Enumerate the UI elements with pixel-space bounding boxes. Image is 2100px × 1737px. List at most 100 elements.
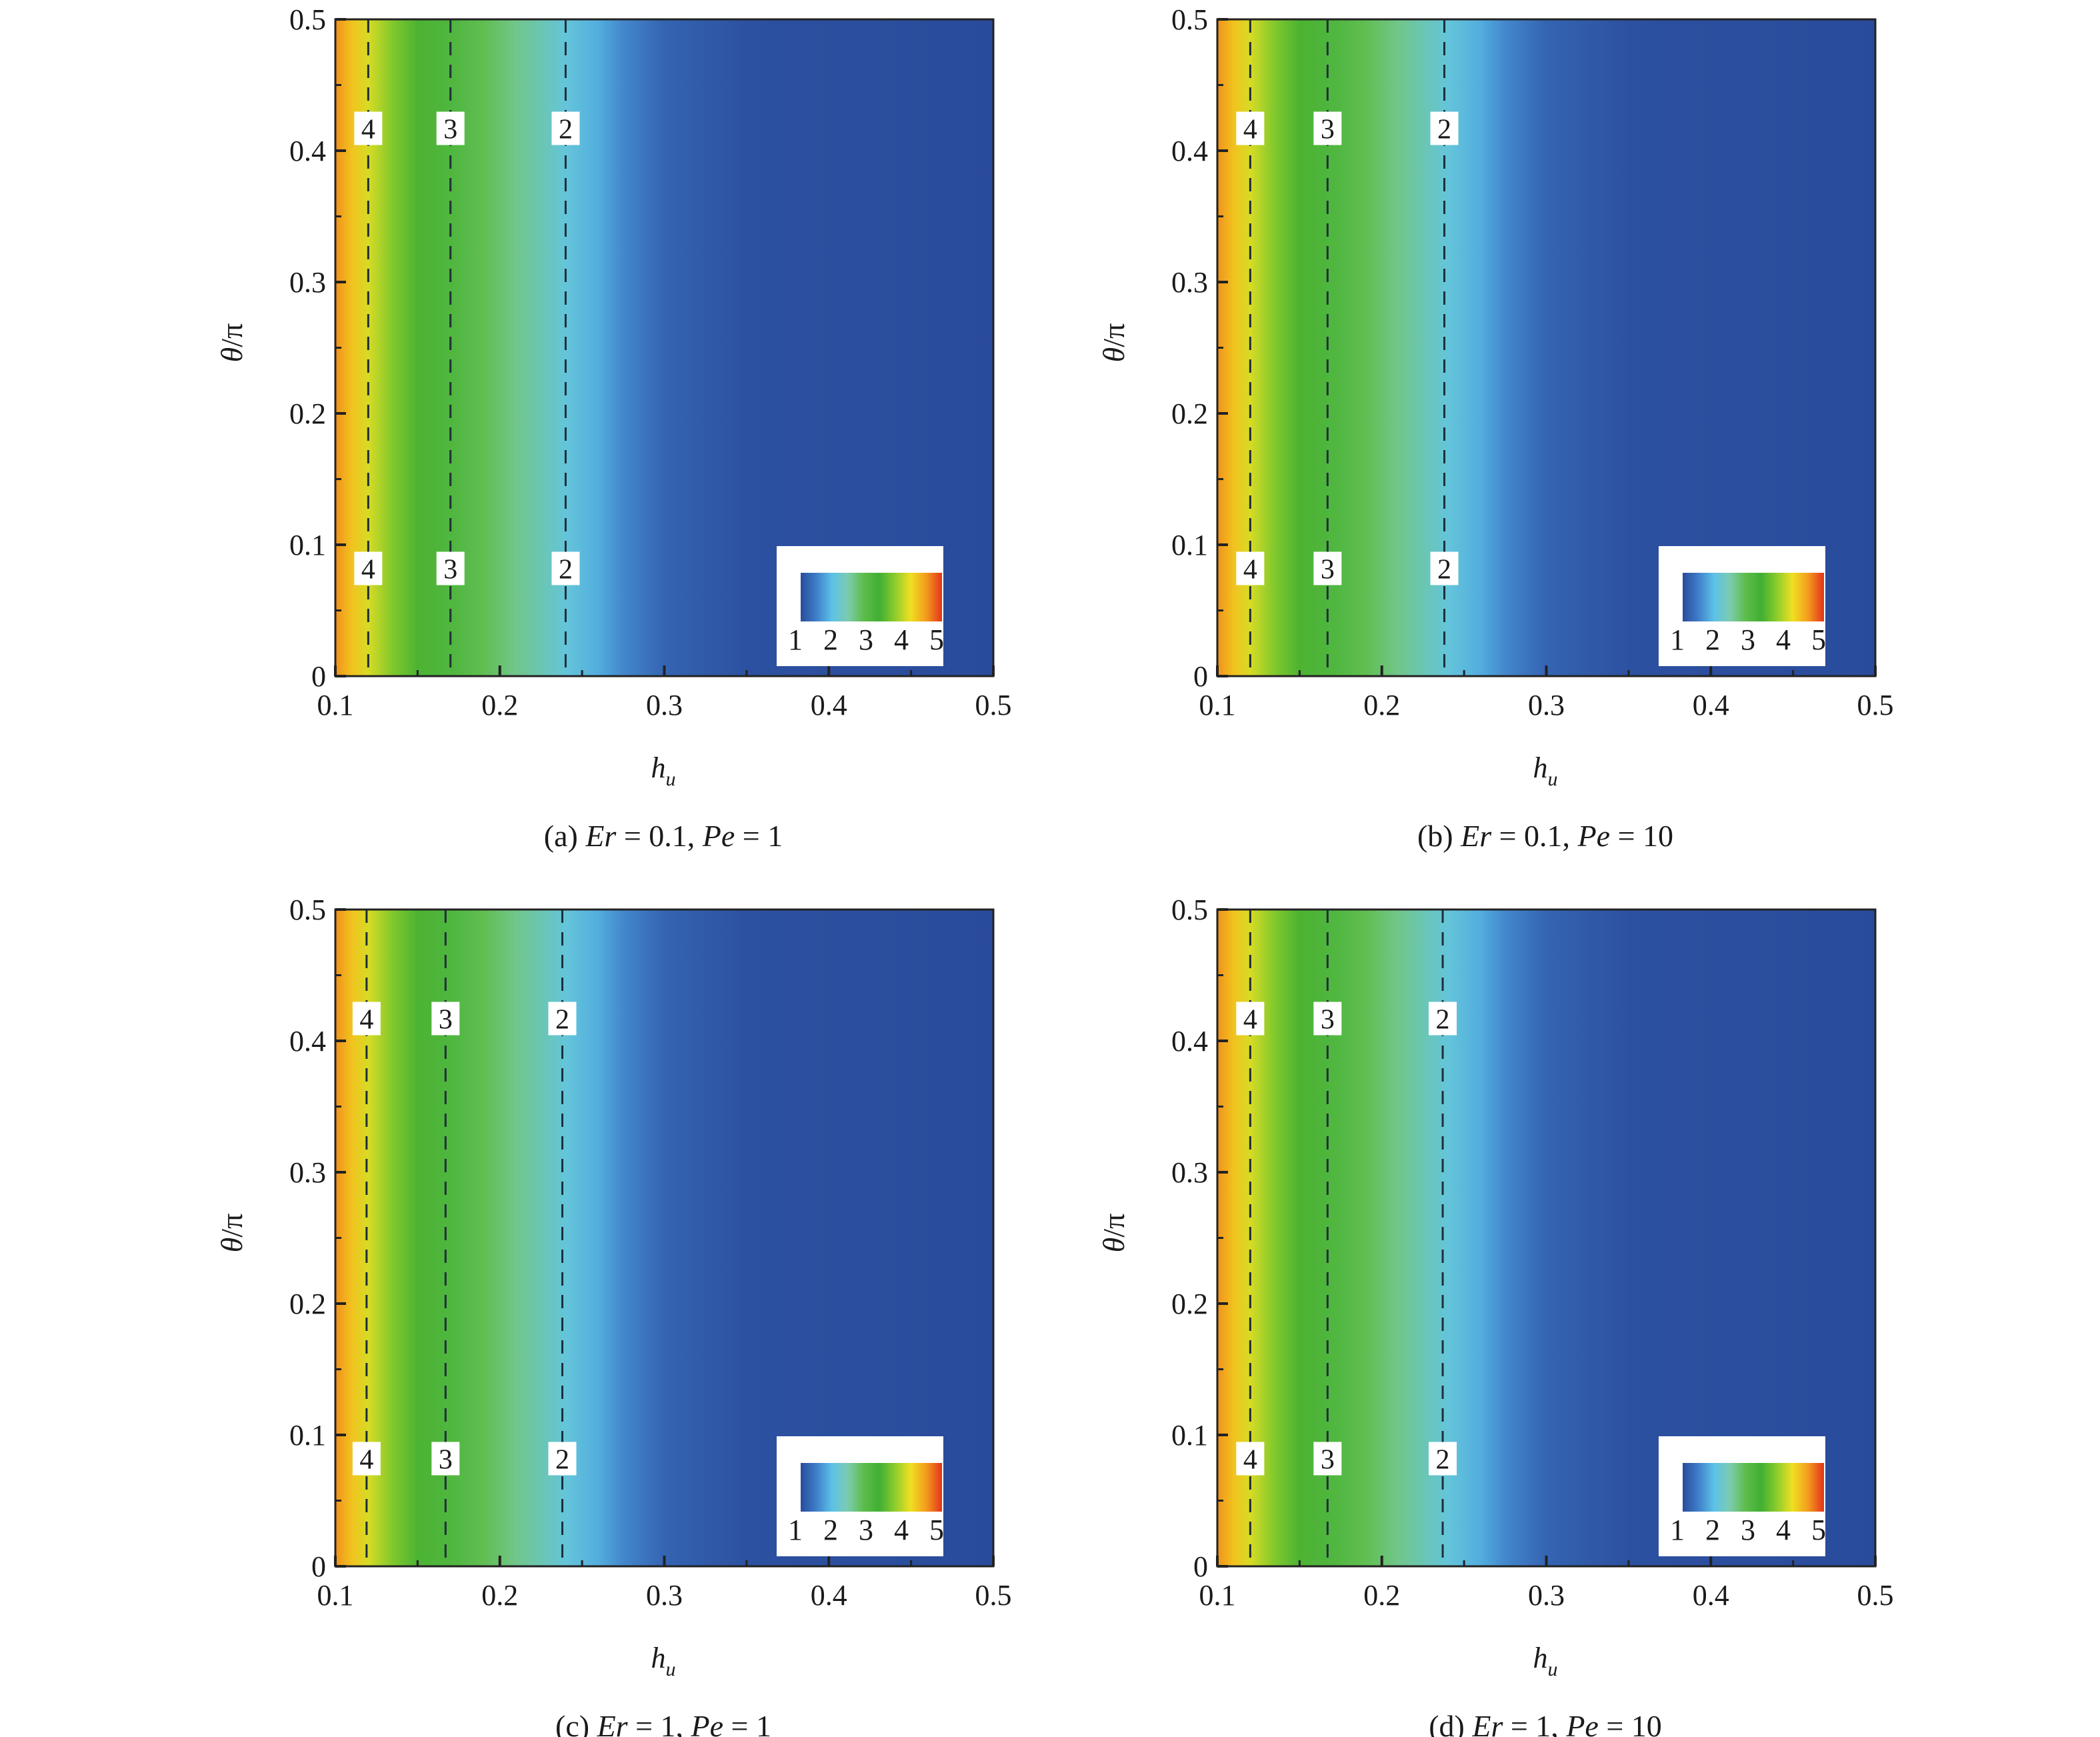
contour-label-box bbox=[1430, 111, 1459, 145]
colorbar-tick-label: 1 bbox=[1670, 623, 1685, 656]
panel-caption-label: (a) bbox=[544, 819, 586, 853]
contour-label-2: 2 bbox=[559, 115, 573, 145]
contour-label-box bbox=[1236, 1002, 1265, 1036]
y-tick-label: 0.1 bbox=[289, 529, 326, 561]
colorbar-tick-label: 5 bbox=[929, 1514, 944, 1546]
contour-label-box bbox=[551, 111, 580, 145]
contour-label-box bbox=[431, 1002, 460, 1036]
panel-caption: (d) Er = 1, Pe = 10 bbox=[1429, 1709, 1662, 1737]
x-axis-label-subscript: u bbox=[1548, 1658, 1558, 1680]
y-axis-label-theta: θ bbox=[1097, 1238, 1131, 1253]
contour-label-box bbox=[551, 551, 580, 585]
y-tick-label: 0.2 bbox=[289, 1288, 326, 1320]
panel-caption: (a) Er = 0.1, Pe = 1 bbox=[544, 819, 783, 853]
colorbar bbox=[801, 573, 942, 621]
y-axis-label: θ/π bbox=[215, 323, 249, 363]
contour-label-box bbox=[1430, 551, 1459, 585]
contour-label-4: 4 bbox=[1243, 1444, 1257, 1475]
y-tick-label: 0 bbox=[1193, 1550, 1208, 1583]
y-tick-label: 0.2 bbox=[1171, 397, 1208, 430]
x-tick-label: 0.2 bbox=[481, 689, 518, 721]
colorbar-tick-label: 5 bbox=[1811, 623, 1826, 656]
caption-param-value: = 0.1, bbox=[1491, 819, 1577, 853]
y-tick-label: 0.4 bbox=[289, 1025, 326, 1058]
y-tick-label: 0.3 bbox=[289, 266, 326, 299]
x-tick-label: 0.1 bbox=[1199, 1579, 1236, 1612]
x-tick-label: 0.1 bbox=[317, 689, 354, 721]
contour-label-3: 3 bbox=[1321, 1005, 1335, 1036]
colorbar-tick-label: 4 bbox=[1776, 623, 1791, 656]
contour-label-4: 4 bbox=[361, 115, 375, 145]
contour-label-box bbox=[548, 1002, 577, 1036]
x-tick-label: 0.5 bbox=[975, 689, 1012, 721]
colorbar-tick-label: 1 bbox=[788, 623, 803, 656]
colorbar-tick-label: 4 bbox=[894, 623, 909, 656]
x-axis-label: hu bbox=[651, 1642, 676, 1680]
caption-param-value: = 10 bbox=[1610, 819, 1673, 853]
x-tick-label: 0.5 bbox=[975, 1579, 1012, 1612]
contour-label-2: 2 bbox=[555, 1444, 569, 1475]
x-tick-label: 0.5 bbox=[1857, 689, 1894, 721]
y-axis-label-rest: /π bbox=[215, 323, 249, 347]
contour-label-4: 4 bbox=[1243, 115, 1257, 145]
y-tick-label: 0.3 bbox=[289, 1156, 326, 1189]
x-axis-label: hu bbox=[1533, 1642, 1558, 1680]
caption-param-name: Er bbox=[585, 819, 617, 853]
contour-label-box bbox=[352, 1002, 381, 1036]
contour-label-2: 2 bbox=[1436, 1005, 1450, 1036]
y-tick-label: 0.5 bbox=[1171, 3, 1208, 36]
y-tick-label: 0.1 bbox=[1171, 529, 1208, 561]
colorbar-tick-label: 5 bbox=[1811, 1514, 1826, 1546]
caption-param-name: Pe bbox=[1577, 819, 1611, 853]
caption-param-name: Er bbox=[1471, 1709, 1503, 1737]
colorbar bbox=[1683, 573, 1824, 621]
contour-label-3: 3 bbox=[1321, 115, 1335, 145]
y-tick-label: 0.4 bbox=[1171, 1025, 1208, 1058]
x-tick-label: 0.1 bbox=[1199, 689, 1236, 721]
x-tick-label: 0.4 bbox=[811, 689, 847, 721]
caption-param-value: = 1 bbox=[723, 1709, 771, 1737]
x-tick-label: 0.3 bbox=[646, 689, 683, 721]
y-tick-label: 0.5 bbox=[289, 894, 326, 926]
contour-label-3: 3 bbox=[439, 1005, 453, 1036]
x-tick-label: 0.1 bbox=[317, 1579, 354, 1612]
contour-label-box bbox=[548, 1442, 577, 1476]
contour-label-4: 4 bbox=[1243, 1005, 1257, 1036]
panel-caption-label: (c) bbox=[555, 1709, 597, 1737]
caption-param-name: Pe bbox=[702, 819, 735, 853]
y-tick-label: 0.2 bbox=[289, 397, 326, 430]
y-tick-label: 0 bbox=[311, 660, 326, 693]
colorbar-tick-label: 1 bbox=[788, 1514, 803, 1546]
colorbar-tick-label: 4 bbox=[894, 1514, 909, 1546]
x-tick-label: 0.3 bbox=[1528, 689, 1565, 721]
x-tick-label: 0.3 bbox=[1528, 1579, 1565, 1612]
y-tick-label: 0.4 bbox=[1171, 135, 1208, 167]
panel-caption: (b) Er = 0.1, Pe = 10 bbox=[1417, 819, 1673, 853]
contour-label-2: 2 bbox=[1436, 1444, 1450, 1475]
contour-label-box bbox=[436, 551, 465, 585]
contour-label-box bbox=[1429, 1442, 1457, 1476]
contour-label-box bbox=[1313, 1442, 1342, 1476]
y-axis-label: θ/π bbox=[1097, 323, 1131, 363]
colorbar-tick-label: 1 bbox=[1670, 1514, 1685, 1546]
x-axis-label-subscript: u bbox=[1548, 768, 1558, 790]
contour-label-2: 2 bbox=[1437, 554, 1451, 585]
y-axis-label: θ/π bbox=[215, 1214, 249, 1253]
y-tick-label: 0 bbox=[1193, 660, 1208, 693]
contour-label-box bbox=[1313, 1002, 1342, 1036]
colorbar-tick-label: 2 bbox=[1705, 1514, 1720, 1546]
y-tick-label: 0.4 bbox=[289, 135, 326, 167]
y-axis-label: θ/π bbox=[1097, 1214, 1131, 1253]
contour-label-4: 4 bbox=[359, 1444, 373, 1475]
y-axis-label-rest: /π bbox=[215, 1214, 249, 1238]
caption-param-value: = 0.1, bbox=[616, 819, 702, 853]
caption-param-value: = 10 bbox=[1599, 1709, 1662, 1737]
x-tick-label: 0.4 bbox=[811, 1579, 847, 1612]
y-tick-label: 0.5 bbox=[289, 3, 326, 36]
colorbar-tick-label: 2 bbox=[823, 623, 838, 656]
contour-label-box bbox=[1236, 111, 1265, 145]
